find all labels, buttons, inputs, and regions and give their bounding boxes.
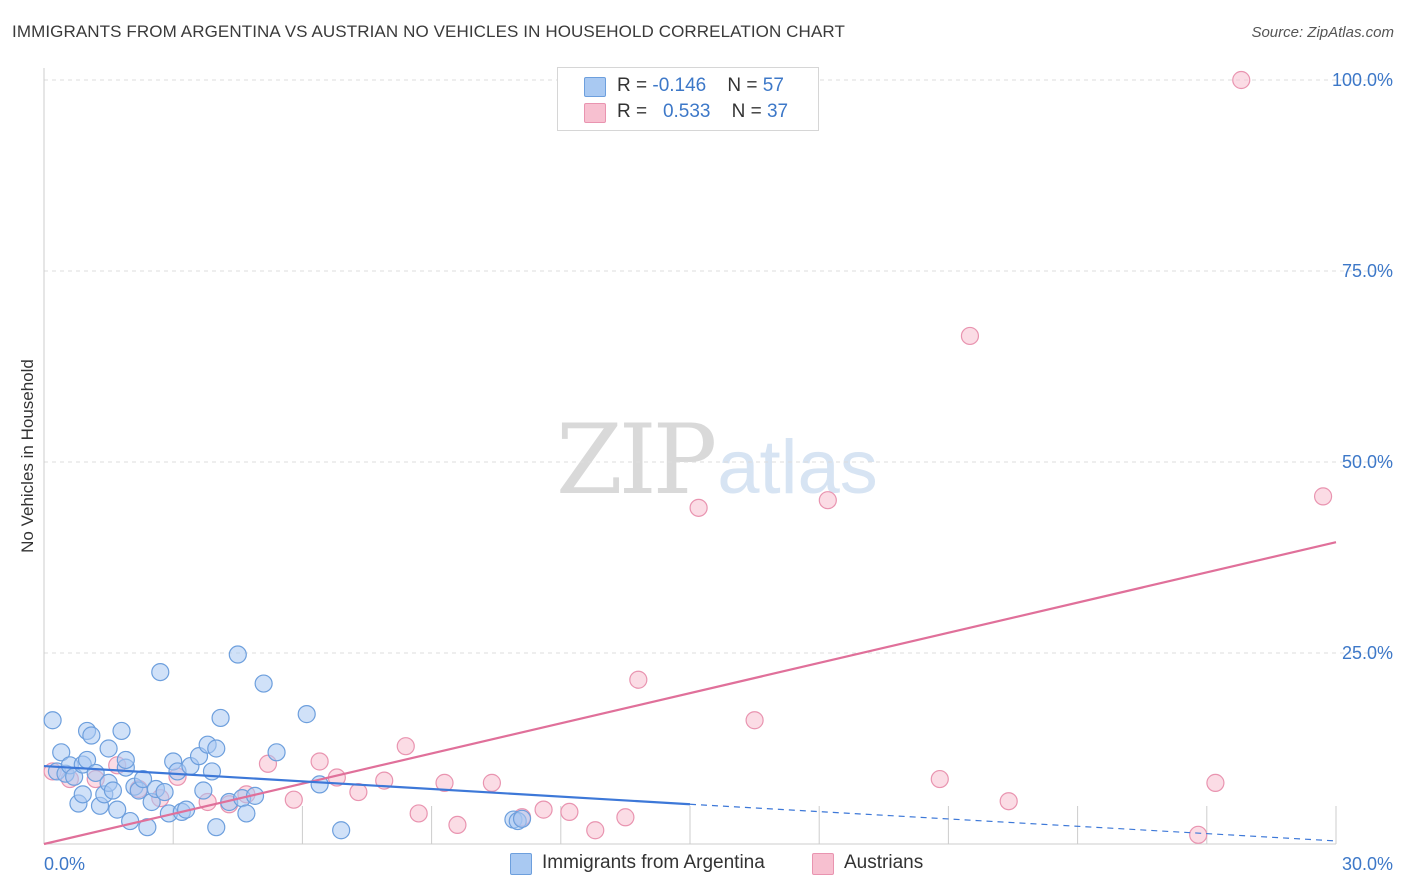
legend-n-value-austrians: 37: [766, 101, 789, 122]
argentina-point: [155, 782, 174, 802]
argentina-point: [267, 743, 286, 762]
stats-legend: R = -0.146 N = 57 R = 0.533 N = 37: [557, 67, 819, 131]
argentina-point: [99, 739, 118, 758]
bottom-legend-label-argentina: Immigrants from Argentina: [542, 852, 765, 873]
argentina-point: [73, 785, 92, 804]
argentina-point: [151, 662, 170, 682]
grid-layer: [44, 79, 1392, 654]
argentina-point: [43, 711, 62, 730]
y-tick-label-3: 100.0%: [1332, 70, 1393, 90]
austrians-point: [629, 670, 648, 689]
austrians-point: [818, 491, 837, 510]
austrians-point: [349, 782, 368, 802]
argentina-point: [207, 739, 226, 758]
argentina-point: [194, 781, 213, 800]
bottom-legend-swatch-austrians: [812, 853, 834, 875]
legend-n-value-argentina: 57: [762, 75, 784, 96]
y-tick-label-1: 50.0%: [1342, 452, 1393, 472]
austrians-point: [435, 773, 454, 792]
legend-r-label: R =: [617, 75, 653, 96]
y-tick-label-2: 75.0%: [1342, 261, 1393, 281]
argentina-point: [512, 809, 532, 828]
argentina-point: [297, 705, 316, 724]
argentina-points: [43, 645, 532, 840]
legend-swatch-austrians: [584, 103, 606, 123]
argentina-point: [82, 726, 101, 745]
austrians-point: [586, 821, 605, 840]
argentina-point: [103, 781, 123, 800]
austrians-point: [960, 326, 980, 346]
argentina-point: [121, 811, 140, 831]
bottom-legend-label-austrians: Austrians: [844, 852, 924, 873]
argentina-trend-line: [43, 764, 691, 806]
x-tick-label-1: 30.0%: [1342, 854, 1393, 874]
axis-layer: [43, 68, 1337, 845]
legend-n-label: N =: [727, 75, 763, 96]
austrians-point: [1313, 487, 1333, 506]
austrians-point: [1206, 773, 1225, 792]
source-label: Source: ZipAtlas.com: [1251, 24, 1394, 41]
austrians-point: [560, 802, 579, 822]
x-tick-label-0: 0.0%: [44, 854, 85, 874]
argentina-point: [332, 821, 351, 840]
trend-layer: [43, 541, 1337, 846]
argentina-point: [52, 743, 71, 762]
argentina-point: [207, 818, 226, 837]
austrians-point: [930, 769, 949, 789]
legend-r-label: R =: [617, 101, 653, 122]
legend-r-value-argentina: -0.146: [652, 75, 707, 96]
austrians-point: [999, 792, 1018, 811]
argentina-point: [116, 750, 135, 770]
tick-layer: 25.0% 50.0% 75.0% 100.0% 0.0% 30.0%: [44, 70, 1393, 874]
argentina-point: [237, 804, 256, 823]
argentina-point: [228, 645, 247, 664]
argentina-point: [112, 721, 131, 741]
austrians-point: [1189, 825, 1208, 844]
argentina-point: [108, 800, 127, 819]
austrians-point: [448, 815, 467, 835]
argentina-point: [133, 769, 153, 789]
chart-title: IMMIGRANTS FROM ARGENTINA VS AUSTRIAN NO…: [12, 22, 845, 41]
austrians-points: [43, 70, 1333, 844]
austrians-point: [616, 808, 635, 827]
legend-swatch-argentina: [584, 77, 606, 97]
austrians-point: [396, 737, 415, 756]
austrians-point: [284, 790, 303, 809]
austrians-point: [409, 804, 428, 823]
austrians-point: [310, 752, 329, 771]
austrians-point: [745, 711, 764, 730]
argentina-point: [211, 708, 230, 728]
austrians-point: [1232, 70, 1251, 90]
argentina-trend-extension: [689, 803, 1337, 842]
bottom-legend-swatch-argentina: [510, 853, 532, 875]
austrians-point: [689, 498, 708, 517]
austrians-trend-line: [43, 541, 1337, 846]
austrians-point: [482, 773, 501, 792]
y-tick-label-0: 25.0%: [1342, 643, 1393, 663]
austrians-point: [534, 800, 553, 819]
argentina-point: [254, 674, 273, 693]
argentina-point: [138, 818, 157, 837]
legend-n-label: N =: [731, 101, 767, 122]
legend-r-value-austrians: 0.533: [662, 101, 711, 122]
